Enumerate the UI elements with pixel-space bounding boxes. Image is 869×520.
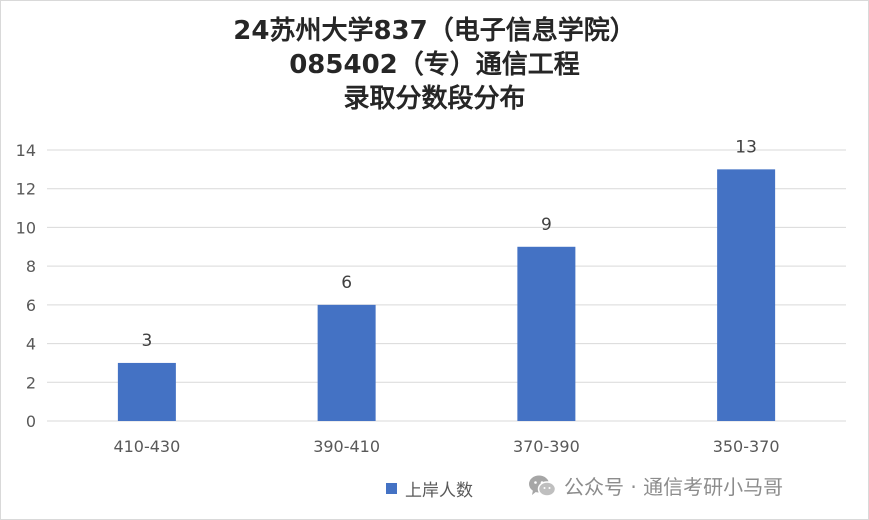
bar-value-label: 9 — [541, 215, 552, 235]
chart-title-line-1: 24苏州大学837（电子信息学院） — [233, 16, 636, 46]
bar — [517, 246, 576, 421]
wechat-icon — [529, 475, 556, 497]
x-tick-label: 410-430 — [113, 437, 180, 456]
x-tick-label: 390-410 — [313, 437, 380, 456]
chart-legend: 上岸人数 — [386, 476, 473, 501]
y-tick-label: 4 — [26, 335, 36, 354]
bar — [317, 304, 376, 421]
bar-value-label: 13 — [735, 137, 757, 157]
x-tick-label: 350-370 — [713, 437, 780, 456]
y-tick-label: 12 — [16, 180, 36, 199]
x-tick-label: 370-390 — [513, 437, 580, 456]
y-tick-label: 10 — [16, 218, 36, 237]
bar — [717, 169, 776, 421]
y-tick-label: 14 — [16, 141, 36, 160]
bar — [117, 362, 176, 421]
bar-value-label: 6 — [341, 273, 352, 293]
chart-title-line-2: 085402（专）通信工程 — [289, 50, 580, 80]
watermark-text: 公众号 · 通信考研小马哥 — [564, 475, 784, 499]
chart-title: 24苏州大学837（电子信息学院） 085402（专）通信工程 录取分数段分布 — [0, 14, 869, 116]
watermark: 公众号 · 通信考研小马哥 — [528, 471, 783, 500]
legend-swatch — [386, 483, 397, 494]
y-tick-label: 6 — [26, 296, 36, 315]
bar-value-label: 3 — [141, 331, 152, 351]
legend-label: 上岸人数 — [405, 481, 473, 501]
chart-title-line-3: 录取分数段分布 — [343, 84, 526, 114]
y-tick-label: 2 — [26, 373, 36, 392]
y-tick-label: 0 — [26, 412, 36, 431]
y-tick-label: 8 — [26, 257, 36, 276]
